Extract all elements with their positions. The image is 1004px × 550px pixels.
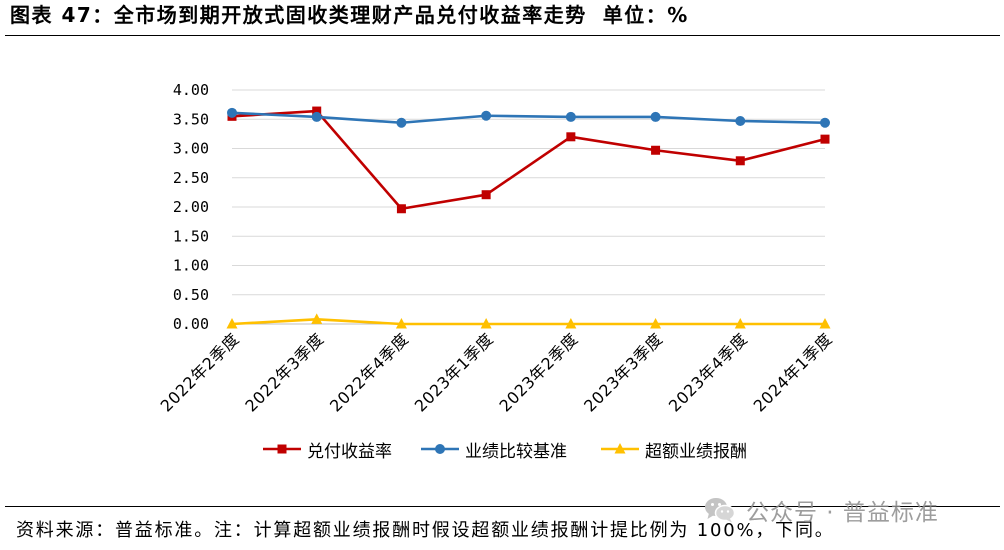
excess-performance-fee-marker bbox=[226, 318, 238, 329]
performance-benchmark-marker bbox=[735, 116, 746, 127]
legend-swatch-performance-benchmark bbox=[421, 444, 459, 454]
performance-benchmark-marker bbox=[396, 117, 407, 128]
excess-performance-fee-marker bbox=[480, 318, 492, 329]
unit-label: 单位：% bbox=[602, 3, 689, 27]
x-tick-label: 2023年1季度 bbox=[411, 329, 497, 415]
performance-benchmark-marker bbox=[227, 107, 237, 118]
excess-performance-fee-marker bbox=[311, 313, 323, 324]
legend-label-excess-performance-fee: 超额业绩报酬 bbox=[645, 441, 747, 462]
source-note: 资料来源：普益标准。注：计算超额业绩报酬时假设超额业绩报酬计提比例为 100%，… bbox=[16, 520, 835, 541]
excess-performance-fee-marker bbox=[734, 318, 746, 329]
performance-benchmark-line bbox=[231, 111, 826, 125]
excess-performance-fee-marker bbox=[650, 318, 662, 329]
title-divider bbox=[5, 35, 1000, 36]
redemption-yield-marker bbox=[312, 106, 322, 116]
x-tick-label: 2022年4季度 bbox=[326, 329, 412, 415]
x-tick-label: 2023年4季度 bbox=[665, 329, 751, 415]
legend-swatch-redemption-yield bbox=[263, 444, 301, 454]
x-tick-label: 2023年2季度 bbox=[495, 329, 581, 415]
legend-item-performance-benchmark: 业绩比较基准 bbox=[420, 439, 567, 462]
watermark: 公众号 · 普益标准 bbox=[704, 494, 939, 526]
y-tick-label: 2.00 bbox=[173, 198, 209, 216]
y-tick-label: 1.00 bbox=[173, 257, 209, 275]
redemption-yield-marker bbox=[820, 134, 830, 144]
y-tick-label: 4.00 bbox=[173, 81, 209, 99]
excess-performance-fee-line bbox=[231, 318, 825, 326]
performance-benchmark-marker bbox=[481, 110, 492, 121]
x-axis-tick-labels: 2022年2季度2022年3季度2022年4季度2023年1季度2023年2季度… bbox=[157, 329, 836, 415]
redemption-yield-marker bbox=[396, 204, 406, 214]
legend-marker bbox=[614, 443, 626, 454]
legend-swatch-excess-performance-fee bbox=[601, 443, 639, 454]
excess-performance-fee-marker bbox=[819, 318, 831, 329]
watermark-text: 公众号 · 普益标准 bbox=[746, 500, 939, 526]
redemption-yield-marker bbox=[651, 145, 661, 155]
performance-benchmark-marker bbox=[820, 117, 830, 128]
redemption-yield-marker bbox=[735, 156, 745, 166]
figure-title-row: 图表 47：全市场到期开放式固收类理财产品兑付收益率走势 单位：% bbox=[10, 3, 689, 27]
legend-marker bbox=[435, 444, 445, 454]
x-tick-label: 2022年3季度 bbox=[241, 329, 327, 415]
legend-marker bbox=[277, 444, 287, 454]
series-layer bbox=[226, 106, 831, 329]
figure-title: 图表 47：全市场到期开放式固收类理财产品兑付收益率走势 bbox=[10, 3, 587, 27]
legend-item-excess-performance-fee: 超额业绩报酬 bbox=[600, 439, 747, 462]
wechat-icon bbox=[705, 498, 736, 523]
gridlines bbox=[232, 89, 825, 325]
legend-label-redemption-yield: 兑付收益率 bbox=[307, 441, 392, 462]
performance-benchmark-marker bbox=[650, 111, 661, 122]
legend-item-redemption-yield: 兑付收益率 bbox=[262, 439, 392, 462]
y-axis-tick-labels: 0.00 0.50 1.00 1.50 2.00 2.50 3.00 3.50 4.00 bbox=[173, 81, 209, 333]
y-tick-label: 3.50 bbox=[173, 110, 209, 128]
legend-label-performance-benchmark: 业绩比较基准 bbox=[465, 441, 567, 462]
excess-performance-fee-marker bbox=[395, 318, 407, 329]
excess-performance-fee-marker bbox=[565, 318, 577, 329]
performance-benchmark-marker bbox=[311, 111, 322, 122]
y-tick-label: 0.00 bbox=[173, 315, 209, 333]
redemption-yield-marker bbox=[481, 190, 491, 200]
y-tick-label: 1.50 bbox=[173, 227, 209, 245]
footer-divider bbox=[5, 506, 1000, 507]
y-tick-label: 3.00 bbox=[173, 140, 209, 158]
performance-benchmark-marker bbox=[565, 111, 576, 122]
y-tick-label: 2.50 bbox=[173, 169, 209, 187]
y-tick-label: 0.50 bbox=[173, 286, 209, 304]
x-tick-label: 2024年1季度 bbox=[750, 329, 836, 415]
x-tick-label: 2023年3季度 bbox=[580, 329, 666, 415]
x-tick-label: 2022年2季度 bbox=[157, 329, 243, 415]
redemption-yield-marker bbox=[566, 132, 576, 142]
redemption-yield-line bbox=[231, 109, 826, 211]
